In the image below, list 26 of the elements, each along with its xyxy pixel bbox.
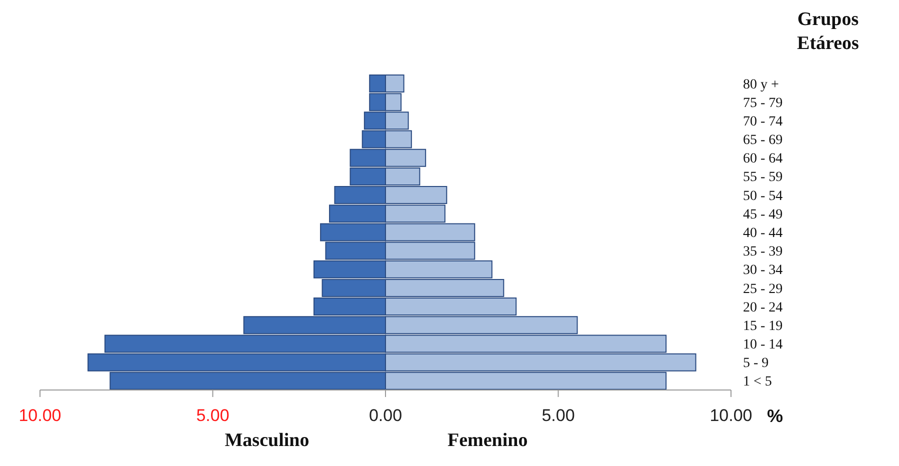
y-tick-label: 25 - 29 <box>743 282 783 297</box>
y-tick-label: 35 - 39 <box>743 244 783 260</box>
x-tick-label: 5.00 <box>542 406 575 425</box>
x-tick-label: 10.00 <box>710 406 752 425</box>
y-tick-label: 50 - 54 <box>743 188 783 204</box>
text: Masculino <box>224 430 310 452</box>
y-tick-label: 80 y + <box>743 77 779 92</box>
y-tick-label: 10 - 14 <box>743 338 783 353</box>
y-tick-label: 65 - 69 <box>743 133 783 148</box>
y-tick-label: 55 - 59 <box>743 170 783 186</box>
y-tick-label: 70 - 74 <box>743 114 783 130</box>
y-tick-label: 75 - 79 <box>743 96 783 111</box>
x-tick-label: 10.00 <box>18 406 62 425</box>
text: Femenino <box>448 430 528 452</box>
y-tick-label: 5 - 9 <box>743 356 769 372</box>
y-tick-label: 15 - 19 <box>743 318 783 334</box>
y-tick-label: 1 < 5 <box>743 374 772 390</box>
y-tick-label: 60 - 64 <box>743 152 783 167</box>
y-tick-label: 40 - 44 <box>743 226 783 241</box>
y-tick-label: 30 - 34 <box>743 263 783 278</box>
x-tick-label: 5.00 <box>196 406 230 425</box>
y-tick-label: 20 - 24 <box>743 300 783 316</box>
y-tick-label: 45 - 49 <box>743 207 783 222</box>
y-axis-title: Grupos Etáreos <box>796 8 860 56</box>
x-tick-label: 0.00 <box>368 406 402 425</box>
x-axis-title: % <box>767 406 784 427</box>
